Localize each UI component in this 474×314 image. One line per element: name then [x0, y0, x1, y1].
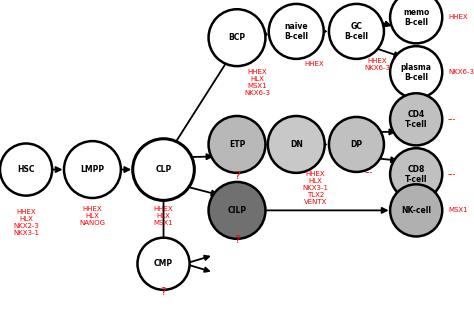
Text: HHEX
HLX
NKX2-3
NKX3-1: HHEX HLX NKX2-3 NKX3-1 — [13, 209, 39, 236]
Text: ---: --- — [365, 168, 373, 177]
Text: NKX6-3: NKX6-3 — [448, 69, 474, 75]
Text: CMP: CMP — [154, 259, 173, 268]
Text: NK-cell: NK-cell — [401, 206, 431, 215]
Text: DN: DN — [290, 140, 303, 149]
Ellipse shape — [329, 4, 384, 59]
Ellipse shape — [329, 117, 384, 172]
Text: LMPP: LMPP — [81, 165, 104, 174]
Text: HHEX
HLX
NKX3-1
TLX2
VENTX: HHEX HLX NKX3-1 TLX2 VENTX — [302, 171, 328, 205]
Text: HHEX
HLX
NANOG: HHEX HLX NANOG — [80, 206, 105, 226]
Text: CILP: CILP — [228, 206, 246, 215]
Text: ETP: ETP — [229, 140, 245, 149]
Text: memo
B-cell: memo B-cell — [403, 8, 429, 27]
Text: HHEX: HHEX — [304, 61, 324, 67]
Text: HHEX: HHEX — [448, 14, 467, 20]
Ellipse shape — [390, 184, 442, 236]
Text: HSC: HSC — [18, 165, 35, 174]
Ellipse shape — [390, 46, 442, 98]
Text: MSX1: MSX1 — [448, 207, 467, 214]
Ellipse shape — [64, 141, 121, 198]
Text: DP: DP — [350, 140, 363, 149]
Ellipse shape — [390, 93, 442, 145]
Text: plasma
B-cell: plasma B-cell — [401, 63, 432, 82]
Ellipse shape — [0, 143, 52, 196]
Ellipse shape — [133, 139, 194, 200]
Ellipse shape — [137, 238, 190, 290]
Text: ?: ? — [234, 235, 240, 245]
Text: HHEX
HLX
MSX1: HHEX HLX MSX1 — [154, 206, 173, 226]
Text: ---: --- — [448, 170, 456, 179]
Ellipse shape — [268, 116, 325, 173]
Text: CD4
T-cell: CD4 T-cell — [405, 110, 428, 129]
Ellipse shape — [390, 0, 442, 43]
Ellipse shape — [390, 148, 442, 200]
Text: ?: ? — [161, 287, 166, 297]
Text: ---: --- — [448, 115, 456, 124]
Text: CLP: CLP — [155, 165, 172, 174]
Text: naive
B-cell: naive B-cell — [284, 22, 308, 41]
Text: HHEX
HLX
MSX1
NKX6-3: HHEX HLX MSX1 NKX6-3 — [244, 69, 270, 96]
Text: HHEX
NKX6-3: HHEX NKX6-3 — [364, 58, 390, 71]
Text: ?: ? — [234, 171, 240, 181]
Ellipse shape — [209, 182, 265, 239]
Ellipse shape — [209, 116, 265, 173]
Ellipse shape — [209, 9, 265, 66]
Text: BCP: BCP — [228, 33, 246, 42]
Ellipse shape — [269, 4, 324, 59]
Text: CD8
T-cell: CD8 T-cell — [405, 165, 428, 184]
Text: GC
B-cell: GC B-cell — [345, 22, 368, 41]
